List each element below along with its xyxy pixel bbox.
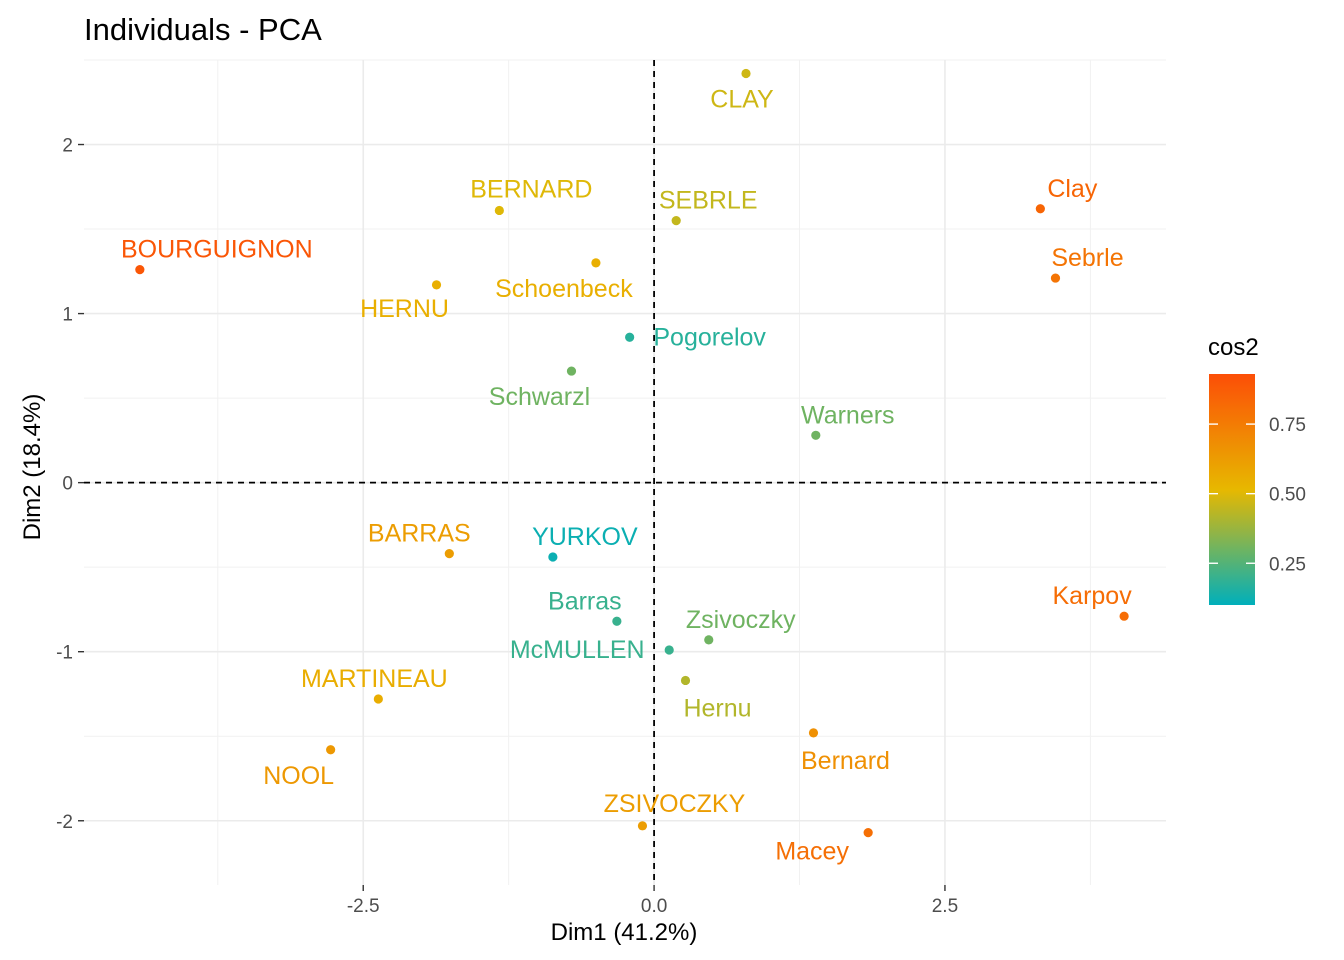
point-label-bourguignon: BOURGUIGNON: [121, 236, 313, 264]
point-label-martineau: MARTINEAU: [301, 665, 448, 693]
point-bernard: [495, 206, 504, 215]
point-label-hernu: Hernu: [683, 694, 751, 722]
plot-panel: SEBRLE CLAY BERNARD YURKOV ZSIVOCZKY McMULLEN…: [84, 60, 1166, 885]
point-nool: [326, 745, 335, 754]
point-sebrle: [672, 216, 681, 225]
point-label-bernard: BERNARD: [470, 175, 592, 203]
point-mcmullen: [665, 645, 674, 654]
point-clay: [741, 69, 750, 78]
point-schoenbeck: [591, 258, 600, 267]
point-macey: [864, 828, 873, 837]
point-hernu: [681, 676, 690, 685]
legend-title: cos2: [1208, 334, 1259, 361]
point-zsivoczky: [638, 821, 647, 830]
point-pogorelov: [625, 333, 634, 342]
x-axis: -2.5 0.0 2.5: [347, 885, 958, 917]
point-label-barras: Barras: [548, 587, 622, 615]
point-clay: [1036, 204, 1045, 213]
legend-tick-label: 0.25: [1269, 554, 1306, 575]
reference-lines: [84, 60, 1166, 885]
y-tick-label: 2: [62, 136, 73, 157]
point-zsivoczky: [704, 635, 713, 644]
y-tick-label: 0: [62, 474, 73, 495]
point-label-warners: Warners: [801, 401, 895, 429]
point-label-clay: Clay: [1047, 175, 1098, 203]
y-tick-label: -1: [56, 643, 73, 664]
y-axis-label: Dim2 (18.4%): [19, 394, 46, 541]
point-label-nool: NOOL: [263, 762, 334, 790]
point-bernard: [809, 728, 818, 737]
point-label-bernard: Bernard: [801, 747, 890, 775]
point-label-zsivoczky: ZSIVOCZKY: [604, 790, 746, 818]
point-bourguignon: [135, 265, 144, 274]
legend-tick-label: 0.75: [1269, 415, 1306, 436]
minor-gridlines: [84, 60, 1166, 885]
point-label-sebrle: Sebrle: [1051, 244, 1123, 272]
point-label-pogorelov: Pogorelov: [653, 323, 766, 351]
point-label-schoenbeck: Schoenbeck: [495, 275, 633, 303]
point-label-hernu: HERNU: [360, 295, 449, 323]
data-points: [135, 69, 1128, 837]
x-tick-label: 0.0: [641, 896, 667, 917]
point-martineau: [374, 694, 383, 703]
point-karpov: [1120, 612, 1129, 621]
point-label-sebrle: SEBRLE: [659, 187, 758, 215]
point-label-barras: BARRAS: [368, 520, 471, 548]
point-label-zsivoczky: Zsivoczky: [686, 606, 796, 634]
point-yurkov: [548, 552, 557, 561]
x-tick-label: 2.5: [932, 896, 958, 917]
point-barras: [612, 617, 621, 626]
point-sebrle: [1051, 273, 1060, 282]
point-label-clay: CLAY: [710, 86, 774, 114]
point-warners: [811, 431, 820, 440]
y-axis: -2 -1 0 1 2: [56, 136, 84, 833]
chart-title: Individuals - PCA: [84, 12, 322, 47]
point-barras: [445, 549, 454, 558]
point-label-macey: Macey: [775, 838, 849, 866]
point-schwarzl: [567, 366, 576, 375]
point-hernu: [432, 280, 441, 289]
x-tick-label: -2.5: [347, 896, 380, 917]
point-label-yurkov: YURKOV: [532, 523, 638, 551]
point-label-mcmullen: McMULLEN: [510, 636, 645, 664]
legend-tick-label: 0.50: [1269, 485, 1306, 506]
point-label-schwarzl: Schwarzl: [489, 383, 590, 411]
major-gridlines: [84, 60, 1166, 885]
y-tick-label: -2: [56, 812, 73, 833]
y-tick-label: 1: [62, 305, 73, 326]
color-legend: cos2 0.25 0.50 0.75: [1208, 334, 1306, 605]
point-label-karpov: Karpov: [1053, 582, 1133, 610]
x-axis-label: Dim1 (41.2%): [551, 919, 698, 946]
pca-individuals-chart: Individuals - PCA SEBRLE CLAY BERNARD YURKO…: [0, 0, 1344, 960]
legend-colorbar: [1209, 374, 1255, 605]
point-labels: SEBRLE CLAY BERNARD YURKOV ZSIVOCZKY McMULLEN…: [121, 86, 1132, 866]
